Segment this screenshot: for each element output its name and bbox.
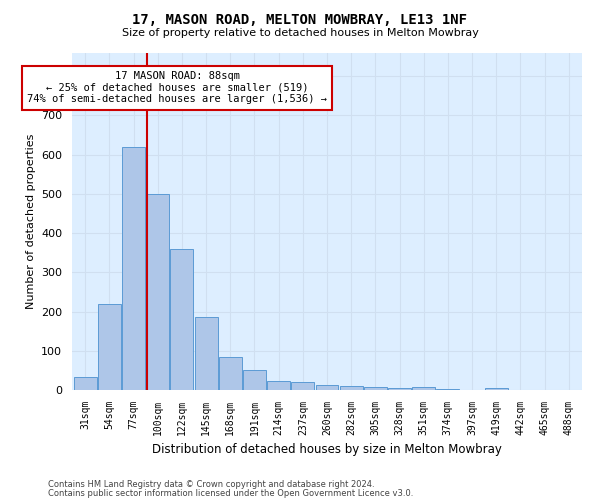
Bar [243, 370, 266, 390]
Bar [98, 304, 121, 390]
Bar [146, 194, 169, 390]
X-axis label: Distribution of detached houses by size in Melton Mowbray: Distribution of detached houses by size … [152, 444, 502, 456]
Bar [292, 382, 314, 390]
Bar [194, 318, 218, 390]
Bar [412, 387, 435, 390]
Bar [340, 386, 362, 390]
Bar [436, 389, 460, 390]
Bar [485, 388, 508, 390]
Bar [267, 382, 290, 390]
Bar [170, 248, 193, 390]
Text: Contains public sector information licensed under the Open Government Licence v3: Contains public sector information licen… [48, 488, 413, 498]
Bar [364, 388, 387, 390]
Bar [219, 356, 242, 390]
Bar [122, 146, 145, 390]
Text: 17 MASON ROAD: 88sqm
← 25% of detached houses are smaller (519)
74% of semi-deta: 17 MASON ROAD: 88sqm ← 25% of detached h… [27, 71, 327, 104]
Text: Contains HM Land Registry data © Crown copyright and database right 2024.: Contains HM Land Registry data © Crown c… [48, 480, 374, 489]
Bar [388, 388, 411, 390]
Text: Size of property relative to detached houses in Melton Mowbray: Size of property relative to detached ho… [122, 28, 478, 38]
Bar [74, 378, 97, 390]
Y-axis label: Number of detached properties: Number of detached properties [26, 134, 35, 309]
Bar [316, 385, 338, 390]
Text: 17, MASON ROAD, MELTON MOWBRAY, LE13 1NF: 17, MASON ROAD, MELTON MOWBRAY, LE13 1NF [133, 12, 467, 26]
